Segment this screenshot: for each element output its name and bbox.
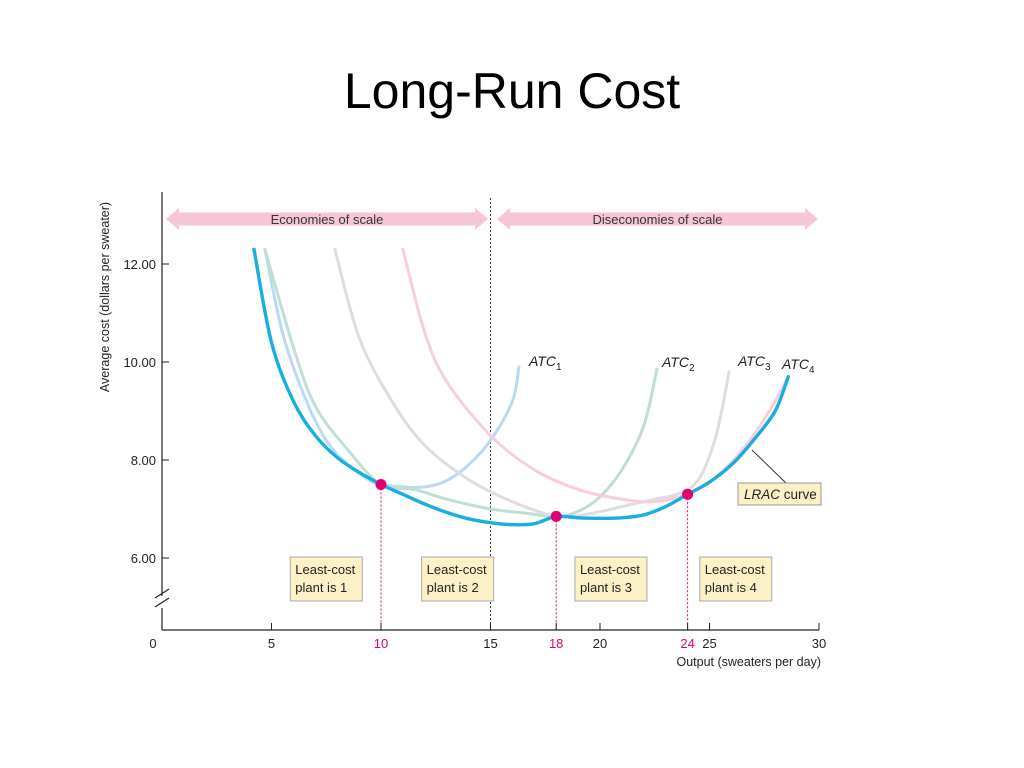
atc-curve-3 [333, 247, 731, 519]
y-tick-label: 12.00 [123, 257, 156, 272]
x-tick-label: 25 [702, 636, 716, 651]
min-point-droplines [380, 484, 689, 630]
cost-curves [252, 247, 790, 527]
region-arrow [497, 208, 818, 230]
plant-label-box: Least-cost plant is 2 [421, 556, 495, 602]
atc-label-2: ATC2 [661, 354, 695, 374]
min-points [375, 479, 694, 522]
x-tick-label: 10 [374, 636, 388, 651]
axes: 0 5 10 15 18 20 24 25 306.008.0010.0012.00Output… [98, 192, 826, 669]
lrac-callout-line [751, 449, 788, 485]
atc-curve-1 [263, 247, 521, 490]
lrac-label: LRAC curve [744, 487, 817, 502]
plant-label-box: Least-cost plant is 1 [289, 556, 363, 602]
plant-label-line1: Least-cost [580, 562, 640, 577]
atc-label-sub: 2 [689, 363, 695, 374]
plant-label-line2: plant is 2 [427, 580, 479, 595]
min-point [682, 488, 694, 500]
atc-label-sub: 1 [556, 362, 562, 373]
plant-box-bg [699, 556, 773, 602]
plant-label-line1: Least-cost [295, 562, 355, 577]
plant-box-bg [421, 556, 495, 602]
x-tick-label: 15 [483, 636, 497, 651]
plant-box-bg [289, 556, 363, 602]
atc-label-main: ATC [661, 354, 690, 370]
x-tick-label: 30 [812, 636, 826, 651]
x-tick-label: 0 [149, 636, 156, 651]
axis-break-mark [154, 597, 170, 608]
atc-label-1: ATC1 [528, 353, 562, 373]
region-arrow [166, 208, 488, 230]
atc-label-sub: 3 [765, 362, 771, 373]
x-axis-label: Output (sweaters per day) [676, 655, 821, 669]
plant-label-line2: plant is 3 [580, 580, 632, 595]
x-tick-label: 20 [593, 636, 607, 651]
slide-title: Long-Run Cost [343, 63, 681, 119]
plant-box-bg [574, 556, 648, 602]
plant-label-box: Least-cost plant is 3 [574, 556, 648, 602]
min-point [550, 510, 562, 522]
y-axis-label: Average cost (dollars per sweater) [98, 202, 112, 392]
plant-label-line2: plant is 1 [295, 580, 347, 595]
atc-label-3: ATC3 [737, 353, 771, 373]
atc-label-4: ATC4 [781, 356, 815, 376]
y-tick-label: 8.00 [131, 453, 156, 468]
region-label: Economies of scale [271, 212, 384, 227]
atc-curve-4 [401, 247, 790, 504]
lrac-label-rest: curve [780, 487, 817, 502]
atc-label-main: ATC [737, 353, 766, 369]
plant-label-box: Least-cost plant is 4 [699, 556, 773, 602]
y-tick-label: 10.00 [123, 355, 156, 370]
atc-label-sub: 4 [809, 365, 815, 376]
atc-label-main: ATC [528, 353, 557, 369]
plant-label-line1: Least-cost [427, 562, 487, 577]
plant-labels: Least-cost plant is 1 Least-cost plant is 2… [289, 556, 773, 602]
lrac-curve [252, 247, 790, 527]
x-tick-label: 5 [268, 636, 275, 651]
atc-curve-2 [263, 247, 659, 518]
min-point [375, 479, 387, 490]
scale-regions: Economies of scale Diseconomies of scale [166, 208, 818, 230]
axis-break-mark [154, 588, 170, 599]
atc-label-main: ATC [781, 356, 810, 372]
plant-label-line1: Least-cost [705, 562, 765, 577]
lrac-label-box [737, 482, 822, 506]
region-label: Diseconomies of scale [592, 212, 722, 227]
lrac-label-main: LRAC [744, 487, 780, 502]
x-tick-label: 24 [680, 636, 694, 651]
plant-label-line2: plant is 4 [705, 580, 757, 595]
x-tick-label: 18 [549, 636, 563, 651]
y-tick-label: 6.00 [131, 551, 156, 566]
